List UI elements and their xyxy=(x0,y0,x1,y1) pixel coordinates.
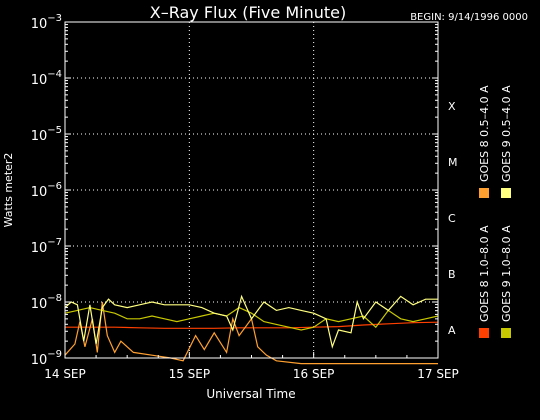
flare-class-label: X xyxy=(448,100,456,113)
x-axis-label: Universal Time xyxy=(206,387,295,401)
y-tick-label: 10−5 xyxy=(31,125,62,144)
y-tick-label: 10−9 xyxy=(31,349,62,368)
chart-title: X–Ray Flux (Five Minute) xyxy=(150,3,346,22)
x-tick-label: 17 SEP xyxy=(417,367,459,381)
legend-swatch xyxy=(479,328,489,338)
legend-swatch xyxy=(501,328,511,338)
flare-class-labels: X M C B A xyxy=(448,100,458,337)
y-tick-label: 10−3 xyxy=(31,13,62,32)
y-tick-label: 10−8 xyxy=(31,293,62,312)
legend: GOES 8 1.0–8.0 A GOES 8 0.5–4.0 A GOES 9 1… xyxy=(478,85,513,338)
series-line-2 xyxy=(64,301,438,365)
legend-swatch xyxy=(501,188,511,198)
x-tick-label: 16 SEP xyxy=(293,367,335,381)
y-tick-label: 10−4 xyxy=(31,69,62,88)
series-line-3 xyxy=(64,306,439,331)
flare-class-label: M xyxy=(448,156,458,169)
legend-label: GOES 9 0.5–4.0 A xyxy=(500,85,513,182)
series-group xyxy=(64,294,439,365)
y-tick-label: 10−6 xyxy=(31,181,62,200)
begin-date-label: BEGIN: 9/14/1996 0000 xyxy=(410,12,528,23)
legend-label: GOES 9 1.0–8.0 A xyxy=(500,225,513,322)
y-axis-label: Watts meter2 xyxy=(2,153,15,228)
series-line-1 xyxy=(65,321,439,329)
flare-class-label: A xyxy=(448,324,456,337)
x-tick-label: 15 SEP xyxy=(169,367,211,381)
flare-class-label: B xyxy=(448,268,456,281)
legend-label: GOES 8 0.5–4.0 A xyxy=(478,85,491,182)
grid-lines xyxy=(65,22,438,358)
series-line-4 xyxy=(64,294,438,349)
y-ticks: 10−3 10−4 10−5 10−6 10−7 10−8 10−9 xyxy=(31,13,438,368)
flare-class-label: C xyxy=(448,212,456,225)
legend-swatch xyxy=(479,188,489,198)
y-tick-label: 10−7 xyxy=(31,237,62,256)
legend-label: GOES 8 1.0–8.0 A xyxy=(478,225,491,322)
x-tick-label: 14 SEP xyxy=(44,367,86,381)
x-ticks: 14 SEP 15 SEP 16 SEP 17 SEP xyxy=(44,352,459,381)
